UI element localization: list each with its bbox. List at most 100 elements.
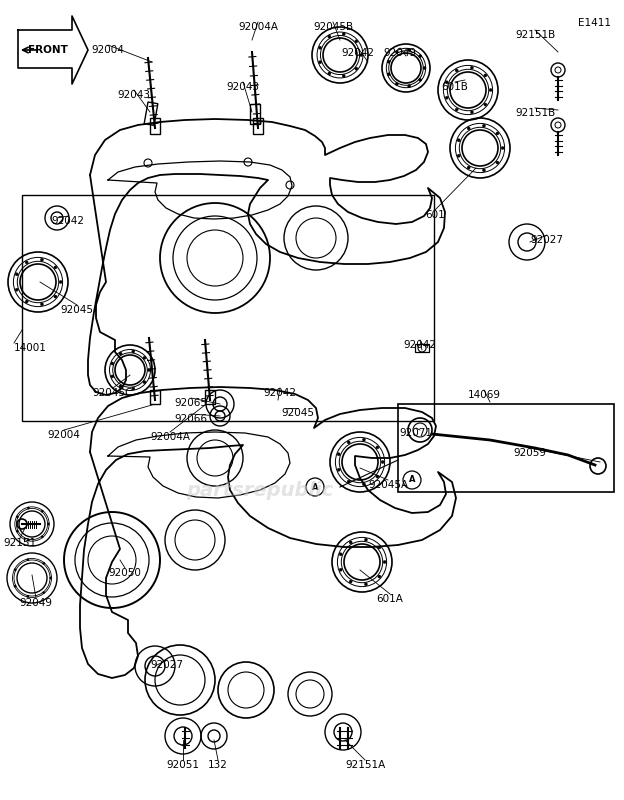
Bar — [22, 195, 434, 421]
Bar — [205, 390, 215, 404]
Circle shape — [484, 103, 487, 106]
Circle shape — [381, 461, 384, 463]
Circle shape — [41, 536, 44, 538]
Circle shape — [363, 483, 366, 486]
Circle shape — [387, 73, 390, 76]
Circle shape — [484, 74, 487, 77]
Circle shape — [328, 72, 331, 75]
Circle shape — [143, 356, 146, 359]
Text: 601: 601 — [425, 210, 445, 220]
Circle shape — [15, 273, 18, 276]
Circle shape — [467, 166, 470, 169]
Circle shape — [119, 352, 122, 355]
Text: 92071: 92071 — [399, 428, 432, 438]
Circle shape — [14, 569, 16, 571]
Circle shape — [419, 78, 422, 82]
Bar — [415, 344, 429, 352]
Circle shape — [25, 261, 28, 264]
Text: 14001: 14001 — [14, 343, 47, 353]
Circle shape — [407, 85, 411, 88]
Circle shape — [489, 89, 492, 91]
Circle shape — [42, 591, 45, 594]
Circle shape — [467, 127, 470, 130]
Bar — [250, 104, 260, 124]
Circle shape — [355, 67, 358, 70]
Circle shape — [455, 108, 458, 111]
Text: 92042: 92042 — [52, 216, 84, 226]
Circle shape — [14, 585, 16, 587]
Text: 14069: 14069 — [467, 390, 500, 400]
Circle shape — [318, 61, 321, 64]
Circle shape — [376, 475, 379, 478]
Circle shape — [364, 538, 368, 541]
Circle shape — [360, 54, 363, 57]
Circle shape — [132, 350, 135, 353]
Text: 92051: 92051 — [167, 760, 200, 770]
Text: 132: 132 — [208, 760, 228, 770]
Text: 92059: 92059 — [514, 448, 547, 458]
Text: A: A — [409, 475, 415, 485]
Circle shape — [143, 381, 146, 384]
Bar — [398, 404, 614, 492]
Circle shape — [347, 441, 350, 444]
Text: 92065: 92065 — [175, 398, 208, 408]
Circle shape — [342, 33, 345, 35]
Text: 92066: 92066 — [175, 414, 208, 424]
Circle shape — [328, 35, 331, 38]
Bar — [144, 102, 158, 126]
Circle shape — [395, 82, 398, 86]
Circle shape — [378, 546, 381, 549]
Circle shape — [16, 530, 19, 532]
Text: A: A — [312, 482, 318, 491]
Text: 92027: 92027 — [150, 660, 183, 670]
Circle shape — [59, 281, 62, 283]
Bar — [253, 118, 263, 134]
Bar — [150, 118, 160, 134]
Circle shape — [470, 66, 474, 69]
Circle shape — [339, 568, 342, 571]
Circle shape — [25, 300, 28, 303]
Circle shape — [364, 583, 368, 586]
Circle shape — [119, 385, 122, 388]
Circle shape — [482, 169, 485, 172]
Text: 92045: 92045 — [61, 305, 94, 315]
Circle shape — [349, 580, 352, 583]
Circle shape — [419, 54, 422, 58]
Text: 92004: 92004 — [47, 430, 80, 440]
Circle shape — [349, 541, 352, 544]
Circle shape — [342, 74, 345, 78]
Circle shape — [111, 375, 114, 378]
Text: E1411: E1411 — [578, 18, 611, 28]
Text: 92045B: 92045B — [313, 22, 353, 32]
Circle shape — [147, 369, 150, 371]
Circle shape — [41, 258, 44, 261]
Circle shape — [27, 538, 29, 541]
Text: 92045C: 92045C — [93, 388, 133, 398]
Circle shape — [423, 66, 426, 70]
Text: 92043: 92043 — [117, 90, 150, 100]
Text: 92049: 92049 — [19, 598, 52, 608]
Text: 92151A: 92151A — [345, 760, 385, 770]
Text: 92151B: 92151B — [515, 30, 555, 40]
Circle shape — [363, 438, 366, 441]
Circle shape — [470, 111, 474, 114]
Text: partsrepublic: partsrepublic — [187, 481, 334, 499]
Circle shape — [41, 510, 44, 512]
Circle shape — [318, 46, 321, 50]
Text: 601A: 601A — [376, 594, 404, 604]
Circle shape — [455, 69, 458, 72]
Circle shape — [42, 562, 45, 565]
Text: 92151: 92151 — [4, 538, 37, 548]
Circle shape — [457, 154, 461, 158]
Circle shape — [383, 561, 386, 563]
Circle shape — [387, 60, 390, 63]
Circle shape — [54, 266, 57, 269]
Text: 92004: 92004 — [92, 45, 124, 55]
Text: 92050: 92050 — [109, 568, 142, 578]
Circle shape — [407, 48, 411, 51]
Circle shape — [27, 558, 29, 561]
Text: 92049: 92049 — [384, 48, 416, 58]
Circle shape — [337, 468, 340, 471]
Circle shape — [111, 362, 114, 365]
Text: 92045: 92045 — [281, 408, 314, 418]
